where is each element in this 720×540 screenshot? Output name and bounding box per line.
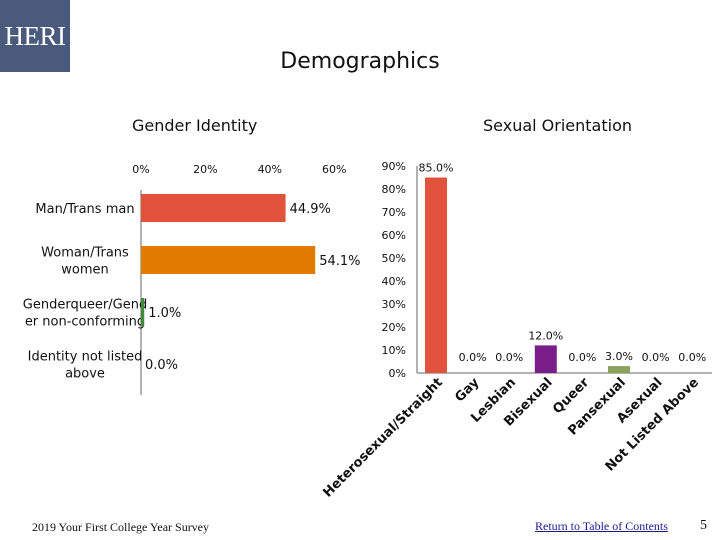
- orientation-value-label: 0.0%: [642, 351, 670, 364]
- orientation-y-tick-label: 40%: [382, 275, 406, 288]
- gender-bar: [141, 246, 316, 274]
- orientation-y-tick-label: 30%: [382, 298, 406, 311]
- orientation-value-label: 0.0%: [568, 351, 596, 364]
- orientation-value-label: 0.0%: [459, 351, 487, 364]
- orientation-bar: [534, 345, 557, 373]
- orientation-value-label: 3.0%: [605, 350, 633, 363]
- orientation-value-label: 12.0%: [528, 329, 563, 342]
- orientation-y-tick-label: 70%: [382, 206, 406, 219]
- orientation-y-tick-label: 0%: [389, 367, 406, 380]
- gender-bar: [141, 298, 145, 326]
- survey-footer: 2019 Your First College Year Survey: [32, 520, 210, 534]
- page-title: Demographics: [280, 49, 440, 74]
- orientation-category-label: Heterosexual/Straight: [321, 375, 446, 500]
- gender-value-label: 54.1%: [319, 254, 360, 269]
- orientation-y-tick-label: 60%: [382, 229, 406, 242]
- gender-value-label: 44.9%: [290, 202, 331, 217]
- gender-chart-title: Gender Identity: [132, 116, 258, 135]
- orientation-bar: [608, 366, 630, 373]
- orientation-y-tick-label: 50%: [382, 252, 406, 265]
- orientation-y-tick-label: 80%: [382, 183, 406, 196]
- orientation-category-label: Gay: [452, 375, 482, 405]
- gender-x-tick-label: 60%: [322, 163, 346, 176]
- heri-logo: HERI: [0, 0, 70, 72]
- orientation-bar: [425, 177, 447, 373]
- gender-value-label: 0.0%: [145, 358, 178, 373]
- gender-category-label: Man/Trans man: [35, 202, 134, 217]
- orientation-value-label: 0.0%: [495, 351, 523, 364]
- gender-value-label: 1.0%: [148, 306, 181, 321]
- orientation-value-label: 0.0%: [678, 351, 706, 364]
- page-number: 5: [700, 518, 707, 533]
- orientation-y-tick-label: 20%: [382, 321, 406, 334]
- gender-x-tick-label: 20%: [193, 163, 217, 176]
- orientation-value-label: 85.0%: [419, 162, 454, 175]
- gender-x-tick-label: 0%: [132, 163, 149, 176]
- gender-category-label: Identity not listed above: [28, 350, 143, 382]
- orientation-y-tick-label: 90%: [382, 160, 406, 173]
- gender-category-label: Genderqueer/Gend er non-conforming: [23, 298, 147, 330]
- gender-category-label: Woman/Trans women: [41, 246, 129, 278]
- orientation-y-tick-label: 10%: [382, 344, 406, 357]
- table-of-contents-link[interactable]: Return to Table of Contents: [535, 519, 668, 533]
- gender-bar: [141, 194, 286, 222]
- gender-x-tick-label: 40%: [258, 163, 282, 176]
- orientation-chart-title: Sexual Orientation: [483, 116, 632, 135]
